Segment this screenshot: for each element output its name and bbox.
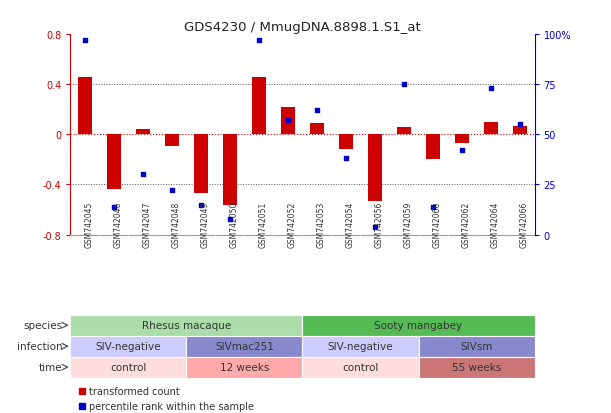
- Bar: [136, 130, 150, 135]
- Bar: [280, 107, 295, 135]
- Text: GSM742048: GSM742048: [172, 201, 181, 247]
- Text: GSM742054: GSM742054: [346, 201, 355, 247]
- Text: SIVsm: SIVsm: [461, 342, 492, 351]
- Bar: [419, 357, 535, 378]
- Point: [399, 82, 409, 88]
- Bar: [164, 135, 179, 146]
- Bar: [338, 135, 353, 150]
- Bar: [426, 135, 441, 160]
- Title: GDS4230 / MmugDNA.8898.1.S1_at: GDS4230 / MmugDNA.8898.1.S1_at: [184, 21, 421, 34]
- Bar: [455, 135, 469, 144]
- Text: GSM742049: GSM742049: [201, 201, 210, 247]
- Bar: [484, 123, 499, 135]
- Point: [80, 38, 90, 45]
- Bar: [397, 128, 411, 135]
- Text: GSM742062: GSM742062: [462, 201, 471, 247]
- Text: SIVmac251: SIVmac251: [215, 342, 274, 351]
- Point: [428, 204, 438, 210]
- Text: GSM742060: GSM742060: [433, 201, 442, 247]
- Text: control: control: [110, 362, 147, 372]
- Bar: [106, 135, 121, 190]
- Text: time: time: [39, 362, 63, 372]
- Point: [196, 202, 206, 208]
- Point: [254, 38, 264, 45]
- Bar: [302, 315, 535, 336]
- Point: [283, 118, 293, 124]
- Text: SIV-negative: SIV-negative: [95, 342, 161, 351]
- Point: [341, 156, 351, 162]
- Bar: [186, 336, 302, 357]
- Text: GSM742059: GSM742059: [404, 201, 413, 247]
- Text: GSM742052: GSM742052: [288, 201, 297, 247]
- Point: [457, 148, 467, 154]
- Bar: [252, 78, 266, 135]
- Bar: [70, 357, 186, 378]
- Text: GSM742050: GSM742050: [230, 201, 239, 247]
- Bar: [302, 336, 419, 357]
- Bar: [70, 336, 186, 357]
- Bar: [302, 357, 419, 378]
- Bar: [368, 135, 382, 201]
- Text: GSM742051: GSM742051: [259, 201, 268, 247]
- Text: GSM742064: GSM742064: [491, 201, 500, 247]
- Bar: [419, 336, 535, 357]
- Point: [515, 122, 525, 128]
- Bar: [310, 124, 324, 135]
- Text: GSM742046: GSM742046: [114, 201, 123, 247]
- Bar: [70, 315, 302, 336]
- Text: SIV-negative: SIV-negative: [327, 342, 393, 351]
- Text: GSM742045: GSM742045: [85, 201, 93, 247]
- Text: Sooty mangabey: Sooty mangabey: [375, 320, 463, 330]
- Text: control: control: [342, 362, 379, 372]
- Bar: [186, 357, 302, 378]
- Point: [370, 224, 380, 230]
- Text: Rhesus macaque: Rhesus macaque: [142, 320, 231, 330]
- Point: [486, 86, 496, 93]
- Text: GSM742053: GSM742053: [317, 201, 326, 247]
- Point: [225, 216, 235, 222]
- Text: GSM742047: GSM742047: [143, 201, 152, 247]
- Bar: [513, 126, 527, 135]
- Text: species: species: [24, 320, 63, 330]
- Bar: [222, 135, 237, 205]
- Legend: transformed count, percentile rank within the sample: transformed count, percentile rank withi…: [75, 382, 258, 413]
- Text: 12 weeks: 12 weeks: [220, 362, 269, 372]
- Point: [167, 188, 177, 195]
- Point: [138, 172, 148, 178]
- Bar: [78, 78, 92, 135]
- Text: GSM742056: GSM742056: [375, 201, 384, 247]
- Text: infection: infection: [17, 342, 63, 351]
- Text: 55 weeks: 55 weeks: [452, 362, 501, 372]
- Point: [312, 108, 322, 114]
- Bar: [194, 135, 208, 194]
- Text: GSM742066: GSM742066: [520, 201, 529, 247]
- Point: [109, 204, 119, 210]
